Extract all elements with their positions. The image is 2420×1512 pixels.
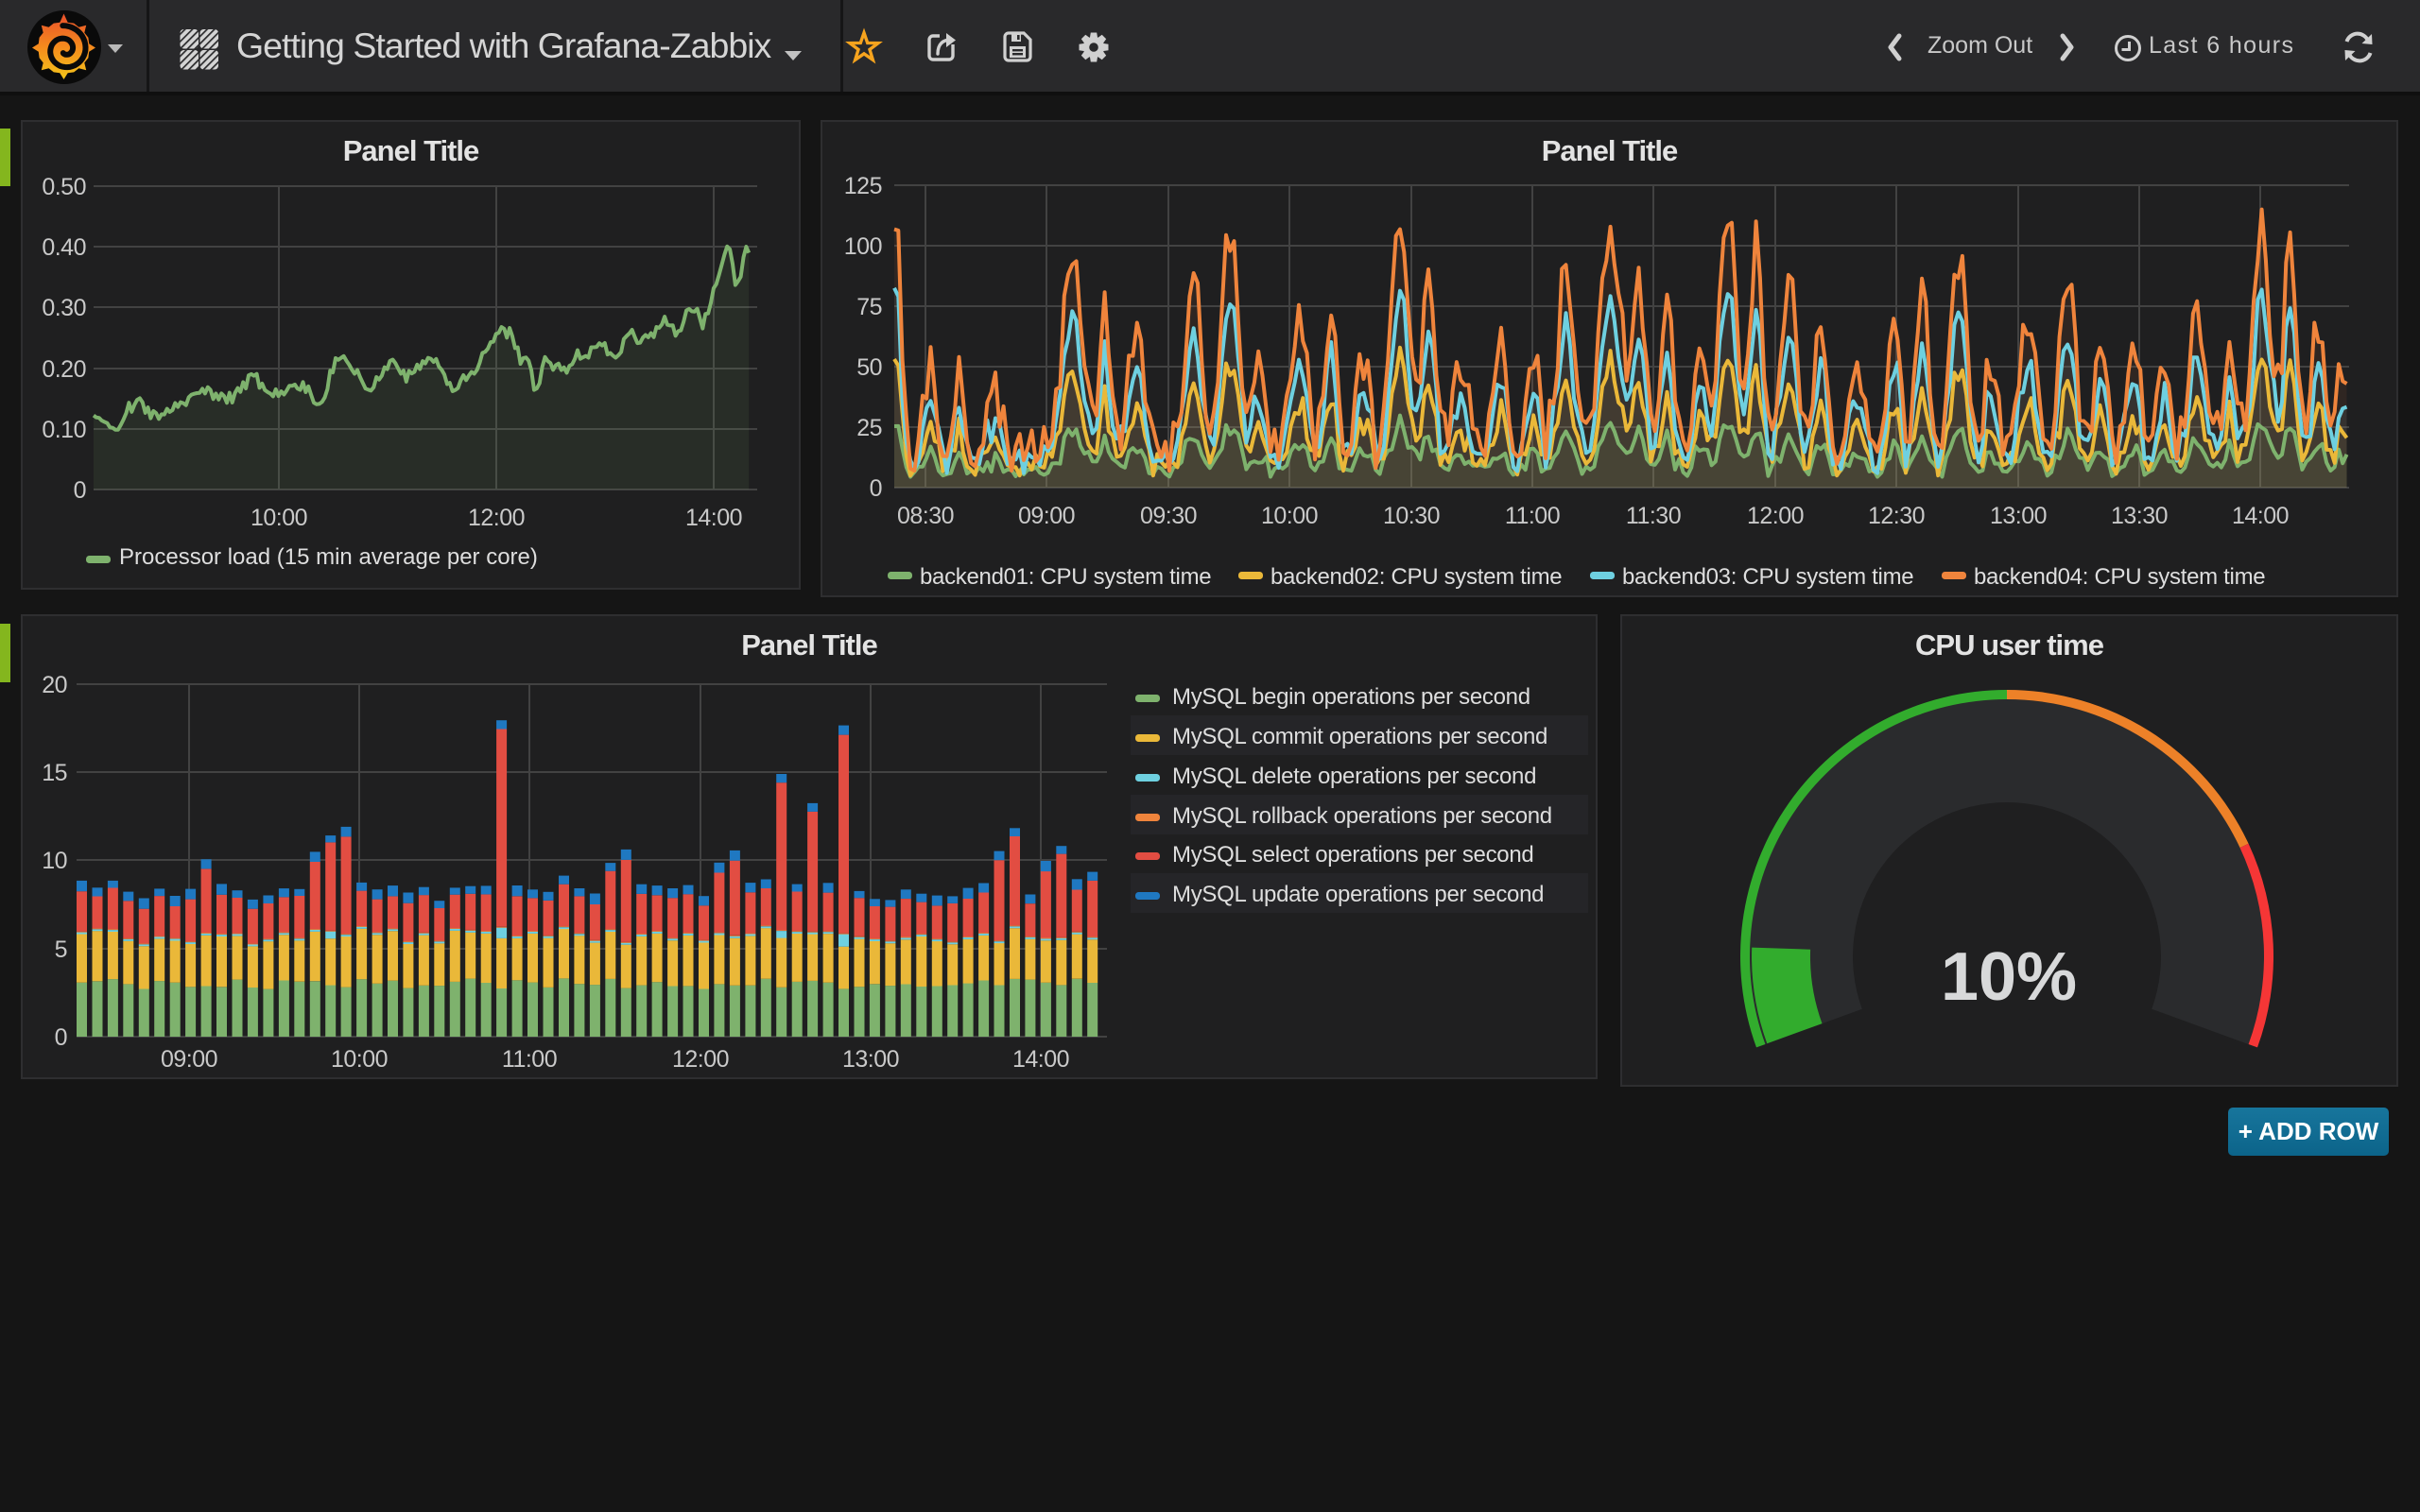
svg-text:MySQL rollback operations per: MySQL rollback operations per second	[1172, 803, 1552, 829]
svg-text:08:30: 08:30	[897, 503, 954, 529]
svg-text:12:00: 12:00	[672, 1046, 729, 1073]
svg-text:75: 75	[856, 294, 882, 320]
svg-text:25: 25	[856, 415, 882, 441]
svg-text:MySQL update operations per se: MySQL update operations per second	[1172, 882, 1544, 907]
svg-text:MySQL delete operations per se: MySQL delete operations per second	[1172, 764, 1536, 789]
svg-text:0.40: 0.40	[42, 234, 86, 261]
svg-text:MySQL commit operations per se: MySQL commit operations per second	[1172, 724, 1547, 749]
svg-text:10:00: 10:00	[251, 505, 307, 531]
svg-text:14:00: 14:00	[1012, 1046, 1069, 1073]
svg-text:11:00: 11:00	[1505, 503, 1560, 529]
svg-text:11:30: 11:30	[1626, 503, 1681, 529]
svg-text:MySQL begin operations per sec: MySQL begin operations per second	[1172, 684, 1530, 710]
svg-text:0: 0	[870, 475, 882, 502]
svg-text:09:00: 09:00	[1018, 503, 1075, 529]
svg-text:backend02: CPU system time: backend02: CPU system time	[1270, 564, 1562, 590]
svg-text:0.20: 0.20	[42, 356, 86, 383]
svg-text:backend03: CPU system time: backend03: CPU system time	[1622, 564, 1913, 590]
svg-text:backend04: CPU system time: backend04: CPU system time	[1974, 564, 2265, 590]
svg-text:12:00: 12:00	[1747, 503, 1804, 529]
svg-text:11:00: 11:00	[502, 1046, 557, 1073]
svg-text:0: 0	[74, 477, 86, 504]
svg-text:5: 5	[55, 936, 67, 963]
svg-text:50: 50	[856, 354, 882, 381]
svg-text:backend01: CPU system time: backend01: CPU system time	[920, 564, 1211, 590]
svg-text:10:00: 10:00	[331, 1046, 388, 1073]
svg-text:09:00: 09:00	[161, 1046, 217, 1073]
svg-text:MySQL select operations per se: MySQL select operations per second	[1172, 842, 1533, 868]
svg-text:0: 0	[55, 1024, 67, 1051]
svg-text:13:00: 13:00	[1990, 503, 2047, 529]
svg-text:10%: 10%	[1941, 939, 2077, 1015]
svg-text:12:00: 12:00	[468, 505, 525, 531]
svg-text:100: 100	[844, 233, 882, 260]
svg-text:10:00: 10:00	[1261, 503, 1318, 529]
svg-text:0.10: 0.10	[42, 417, 86, 443]
svg-text:12:30: 12:30	[1868, 503, 1925, 529]
svg-text:0.30: 0.30	[42, 295, 86, 321]
svg-text:09:30: 09:30	[1140, 503, 1197, 529]
svg-text:13:30: 13:30	[2111, 503, 2168, 529]
svg-text:13:00: 13:00	[842, 1046, 899, 1073]
svg-text:15: 15	[42, 760, 67, 786]
svg-text:10:30: 10:30	[1383, 503, 1440, 529]
svg-text:10: 10	[42, 848, 67, 874]
svg-text:20: 20	[42, 672, 67, 698]
svg-text:14:00: 14:00	[2232, 503, 2289, 529]
svg-text:0.50: 0.50	[42, 174, 86, 200]
svg-text:125: 125	[844, 173, 882, 199]
svg-text:14:00: 14:00	[685, 505, 742, 531]
